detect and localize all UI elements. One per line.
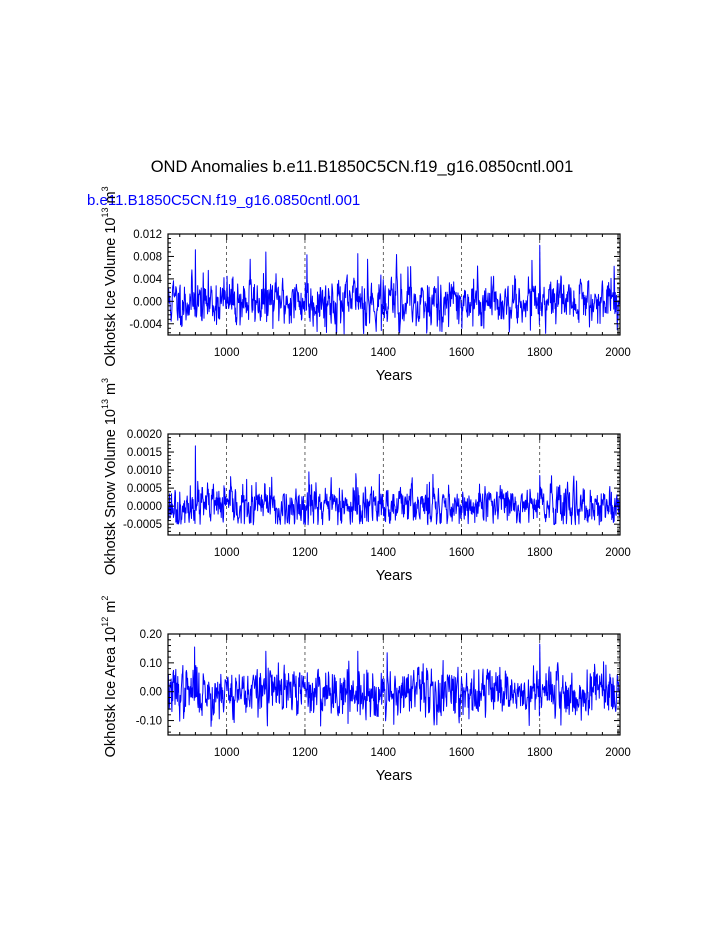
y-tick-label: 0.00 (140, 687, 162, 699)
y-tick-label: 0.0010 (127, 465, 162, 477)
y-axis-label-exponent: 12 (100, 617, 110, 627)
series-line-1 (167, 445, 621, 526)
x-tick-label: 1000 (214, 347, 240, 359)
y-axis-label: Okhotsk Ice Area 1012 m2 (100, 596, 119, 758)
plot-frame (167, 233, 621, 336)
x-axis-label: Years (376, 368, 413, 384)
x-tick-label: 1200 (292, 747, 318, 759)
y-tick-label: 0.0015 (127, 447, 162, 459)
x-tick-label: 1400 (370, 547, 396, 559)
y-tick-label: -0.10 (136, 716, 162, 728)
y-tick-label: -0.0005 (123, 519, 162, 531)
figure-subtitle: b.e11.B1850C5CN.f19_g16.0850cntl.001 (87, 192, 360, 209)
x-tick-label: 1600 (449, 747, 475, 759)
y-axis-label-text: Okhotsk Ice Area 10 (103, 627, 119, 758)
y-axis-label-unit-exponent: 3 (100, 186, 110, 191)
y-tick-label: 0.000 (133, 296, 162, 308)
y-tick-label: 0.0005 (127, 483, 162, 495)
y-axis-label: Okhotsk Ice Volume 1013 m3 (100, 186, 119, 366)
x-tick-label: 1200 (292, 347, 318, 359)
x-tick-label: 1200 (292, 547, 318, 559)
chart-panels: 1000 1200 1400 1600 1800 2000 -0.004 0.000 0.004… (100, 186, 631, 784)
y-tick-label: 0.004 (133, 274, 162, 286)
y-tick-label: 0.012 (133, 229, 162, 241)
figure-title: OND Anomalies b.e11.B1850C5CN.f19_g16.08… (151, 158, 574, 176)
x-tick-label: 1000 (214, 547, 240, 559)
y-tick-label: 0.20 (140, 629, 162, 641)
x-tick-label: 1400 (370, 347, 396, 359)
x-tick-label: 1400 (370, 747, 396, 759)
chart-ice-volume: 1000 1200 1400 1600 1800 2000 -0.004 0.000 0.004… (100, 186, 631, 384)
y-axis-label: Okhotsk Snow Volume 1013 m3 (100, 378, 119, 575)
x-tick-label: 1000 (214, 747, 240, 759)
plot-frame (167, 633, 621, 736)
y-tick-label: 0.0020 (127, 429, 162, 441)
y-tick-label: 0.0000 (127, 501, 162, 513)
y-tick-label: 0.008 (133, 251, 162, 263)
y-axis-label-unit: m (103, 601, 119, 613)
x-axis-label: Years (376, 568, 413, 584)
chart-ice-area: 1000 1200 1400 1600 1800 2000 -0.10 0.00 0.10 0.2… (100, 596, 631, 784)
x-tick-label: 1600 (449, 547, 475, 559)
x-tick-label: 1800 (527, 747, 553, 759)
x-tick-label: 2000 (605, 747, 631, 759)
y-axis-label-unit-exponent: 3 (100, 378, 110, 383)
x-tick-label: 2000 (605, 547, 631, 559)
x-axis-label: Years (376, 768, 413, 784)
x-tick-label: 1800 (527, 547, 553, 559)
series-line-1 (167, 643, 621, 727)
y-axis-label-unit: m (103, 383, 119, 395)
x-tick-label: 1600 (449, 347, 475, 359)
y-axis-label-unit-exponent: 2 (100, 596, 110, 601)
y-axis-label-unit: m (103, 191, 119, 203)
y-tick-label: -0.004 (129, 319, 162, 331)
series-line-1 (167, 244, 621, 335)
chart-snow-volume: 1000 1200 1400 1600 1800 2000 -0.0005 0.0000 0.0… (100, 378, 631, 584)
y-tick-label: 0.10 (140, 658, 162, 670)
x-tick-label: 2000 (605, 347, 631, 359)
y-axis-label-exponent: 13 (100, 207, 110, 217)
x-tick-label: 1800 (527, 347, 553, 359)
y-axis-label-text: Okhotsk Ice Volume 10 (103, 218, 119, 367)
y-axis-label-exponent: 13 (100, 399, 110, 409)
y-axis-label-text: Okhotsk Snow Volume 10 (103, 409, 119, 575)
